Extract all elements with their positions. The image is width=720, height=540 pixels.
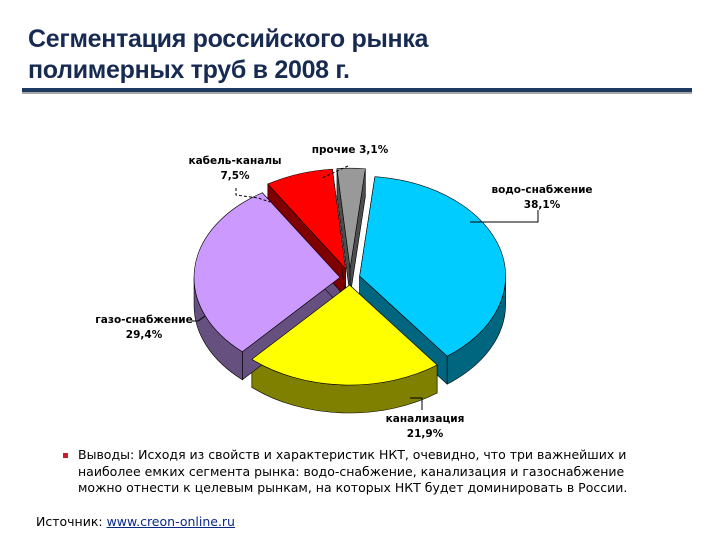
label-other: прочие 3,1% (310, 143, 390, 158)
label-gas-value: 29,4% (125, 329, 163, 341)
label-cable-value: 7,5% (220, 170, 250, 182)
title-line-1: Сегментация российского рынка (28, 25, 429, 53)
leader-line-sewer (410, 397, 423, 410)
pie-slice-sewer (251, 284, 438, 386)
pie-slice-cable (267, 168, 346, 270)
pie-slice-gas (193, 192, 341, 353)
label-sewer-value: 21,9% (406, 428, 444, 440)
bullet-icon (63, 453, 68, 458)
conclusion-text: Выводы: Исходя из свойств и характеристи… (78, 447, 628, 495)
pie-slice-water (359, 176, 506, 357)
label-water-value: 38,1% (523, 199, 561, 211)
label-sewer-name: канализация (385, 413, 465, 425)
leader-line-gas (192, 315, 206, 322)
page-title: Сегментация российского рынка полимерных… (28, 24, 688, 86)
label-gas: газо-снабжение 29,4% (88, 313, 200, 343)
pie-slice-other (336, 167, 366, 269)
label-other-value: прочие 3,1% (311, 144, 389, 156)
leader-lines (192, 165, 539, 410)
label-gas-name: газо-снабжение (95, 314, 193, 326)
source-link[interactable]: www.creon-online.ru (106, 514, 235, 529)
source-line: Источник: www.creon-online.ru (36, 514, 235, 529)
label-water: водо-снабжение 38,1% (482, 183, 602, 213)
label-sewer: канализация 21,9% (375, 412, 475, 442)
label-water-name: водо-снабжение (491, 184, 593, 196)
label-cable: кабель-каналы 7,5% (180, 154, 290, 184)
pie-tops (193, 167, 506, 386)
title-line-2: полимерных труб в 2008 г. (28, 56, 350, 84)
title-underline (22, 88, 692, 92)
source-label: Источник: (36, 514, 107, 529)
leader-line-cable (235, 188, 271, 203)
leader-line-water (470, 210, 539, 223)
label-cable-name: кабель-каналы (188, 155, 282, 167)
